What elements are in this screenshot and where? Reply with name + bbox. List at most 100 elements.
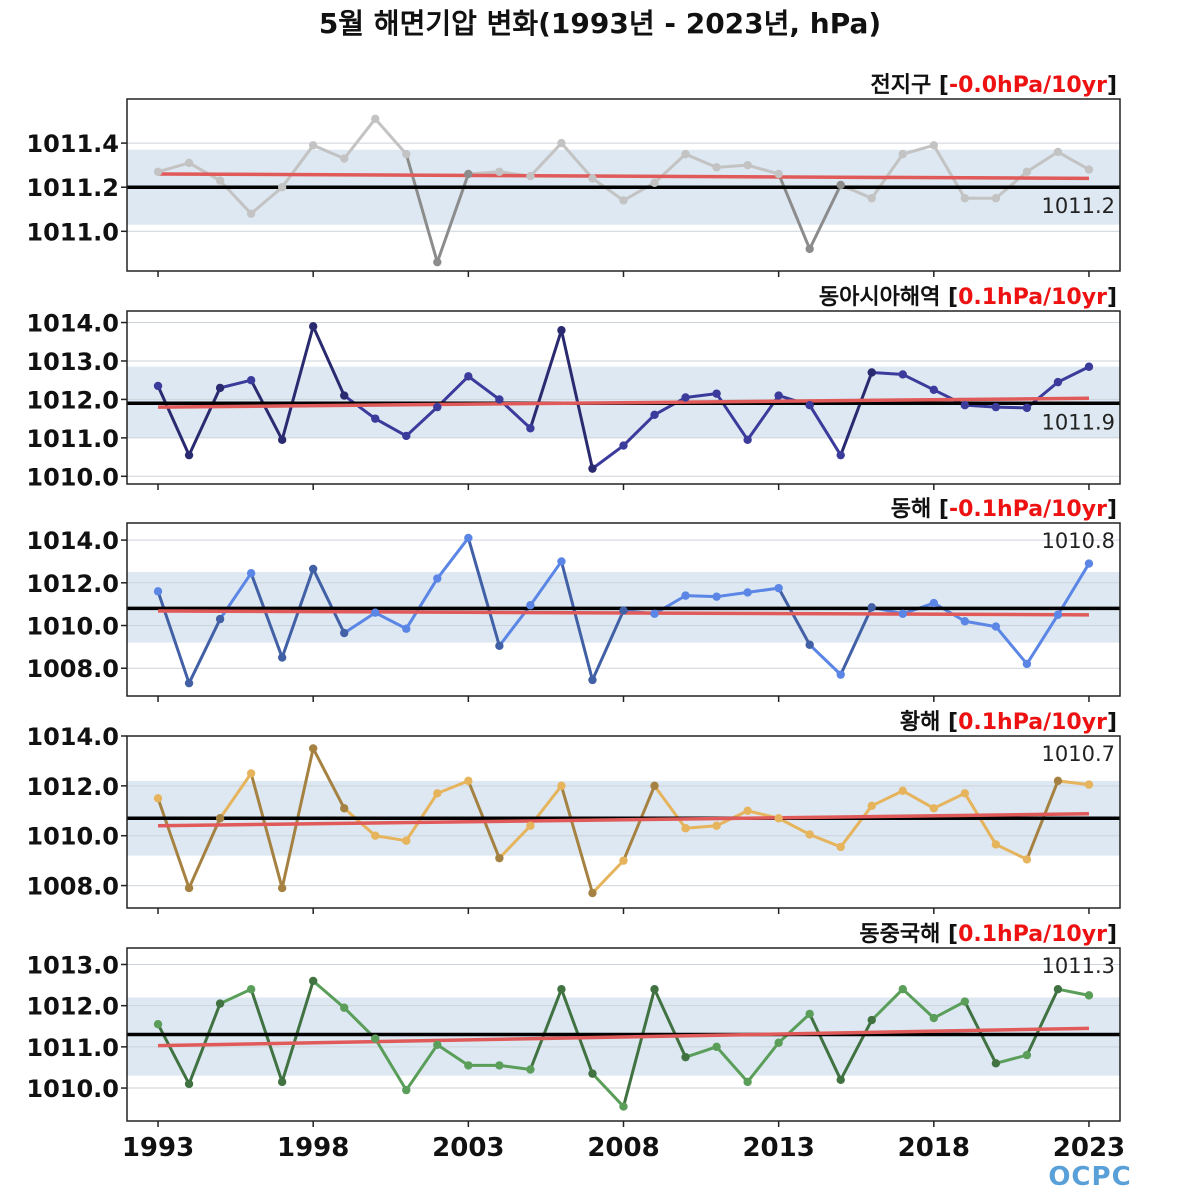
data-point [495, 641, 504, 651]
data-point [433, 402, 442, 412]
data-point [371, 1034, 380, 1043]
data-point [619, 196, 628, 205]
series-segment [715, 163, 750, 169]
data-point [774, 169, 783, 179]
series-segment [994, 842, 1029, 861]
data-point [495, 395, 504, 404]
panel-title: 황해 [0.1hPa/10yr] [900, 710, 1117, 735]
series-segment [311, 567, 346, 635]
data-point [153, 794, 163, 803]
data-point [153, 587, 163, 596]
x-tick-label: 2018 [898, 1133, 970, 1163]
panel-title: 동해 [-0.1hPa/10yr] [891, 497, 1117, 522]
series-segment [1025, 987, 1060, 1057]
y-tick-label: 1010.0 [26, 613, 119, 641]
x-tick-label: 2013 [742, 1133, 814, 1163]
series-segment [839, 804, 874, 849]
trend-value: 0.1hPa/10yr [958, 285, 1107, 310]
data-point [743, 588, 752, 597]
data-point [526, 821, 535, 830]
data-point [1022, 403, 1032, 413]
data-point [867, 603, 876, 612]
series-segment [187, 161, 222, 183]
y-tick-label: 1014.0 [26, 527, 119, 555]
mean-label: 1011.3 [1042, 954, 1115, 978]
data-point [153, 381, 163, 391]
series-segment [311, 979, 346, 1010]
series-segment [1025, 613, 1060, 666]
data-point [867, 1015, 876, 1025]
data-point [712, 163, 721, 172]
series-segment [1056, 779, 1091, 787]
data-point [557, 557, 566, 566]
series-segment [466, 374, 501, 401]
data-point [433, 789, 442, 798]
series-segment [373, 834, 408, 843]
series-segment [249, 571, 284, 660]
figure-title: 5월 해면기압 변화(1993년 - 2023년, hPa) [319, 7, 881, 40]
series-segment [870, 987, 905, 1022]
data-point [991, 402, 1001, 412]
series-segment [777, 816, 812, 836]
data-point [1053, 377, 1063, 387]
data-point [1053, 147, 1063, 157]
series-segment [528, 141, 563, 178]
panel-5: 1010.0 1011.0 1012.0 1013.0 동중국해 [0.1hPa/10y… [26, 922, 1121, 1127]
data-point [836, 450, 845, 460]
series-segment [528, 987, 563, 1072]
series-segment [590, 1072, 625, 1109]
series-segment [653, 784, 688, 830]
series-segment [497, 824, 532, 860]
data-point [557, 781, 566, 791]
series-segment [156, 384, 191, 457]
series-segment [808, 643, 843, 677]
series-segment [684, 824, 719, 830]
data-point [433, 574, 442, 583]
region-name: 동중국해 [ [859, 922, 958, 947]
y-tick-label: 1011.2 [26, 174, 119, 202]
trend-value: 0.1hPa/10yr [958, 710, 1107, 735]
series-segment [994, 625, 1029, 666]
series-segment [901, 789, 936, 810]
data-point [805, 830, 814, 839]
series-segment [1056, 562, 1091, 617]
series-segment [932, 601, 967, 623]
data-point [743, 435, 752, 444]
data-point [929, 804, 939, 813]
y-tick-label: 1012.0 [26, 386, 119, 414]
data-point [184, 678, 194, 688]
data-point [153, 167, 163, 176]
data-point [308, 744, 318, 753]
series-segment [684, 1045, 719, 1059]
panel-2: 1010.0 1011.0 1012.0 1013.0 1014.0 동아시아해역 [0.… [26, 285, 1121, 491]
series-segment [218, 378, 253, 390]
data-point [1022, 167, 1032, 176]
data-point [898, 609, 907, 618]
data-point [681, 1052, 690, 1062]
series-segment [777, 1012, 812, 1045]
data-point [464, 1061, 473, 1070]
series-segment [311, 746, 346, 810]
data-point [774, 1038, 783, 1047]
data-point [650, 781, 659, 791]
data-point [308, 141, 318, 150]
data-point [402, 836, 411, 845]
series-segment [559, 328, 594, 471]
series-segment [342, 611, 377, 635]
series-segment [808, 183, 843, 251]
panel-4: 1008.0 1010.0 1012.0 1014.0 황해 [0.1hPa/10yr]… [26, 710, 1121, 914]
y-tick-label: 1013.0 [26, 348, 119, 376]
series-segment [342, 394, 377, 421]
data-point [495, 853, 504, 863]
x-tick-label: 1993 [122, 1133, 194, 1163]
series-segment [901, 987, 936, 1020]
series-segment [218, 771, 253, 820]
data-point [960, 617, 970, 626]
series-segment [373, 1037, 408, 1092]
y-tick-label: 1008.0 [26, 873, 119, 901]
region-name: 동아시아해역 [ [819, 285, 958, 310]
series-segment [932, 791, 967, 810]
series-segment [870, 789, 905, 808]
series-segment [466, 536, 501, 648]
data-point [898, 786, 907, 796]
